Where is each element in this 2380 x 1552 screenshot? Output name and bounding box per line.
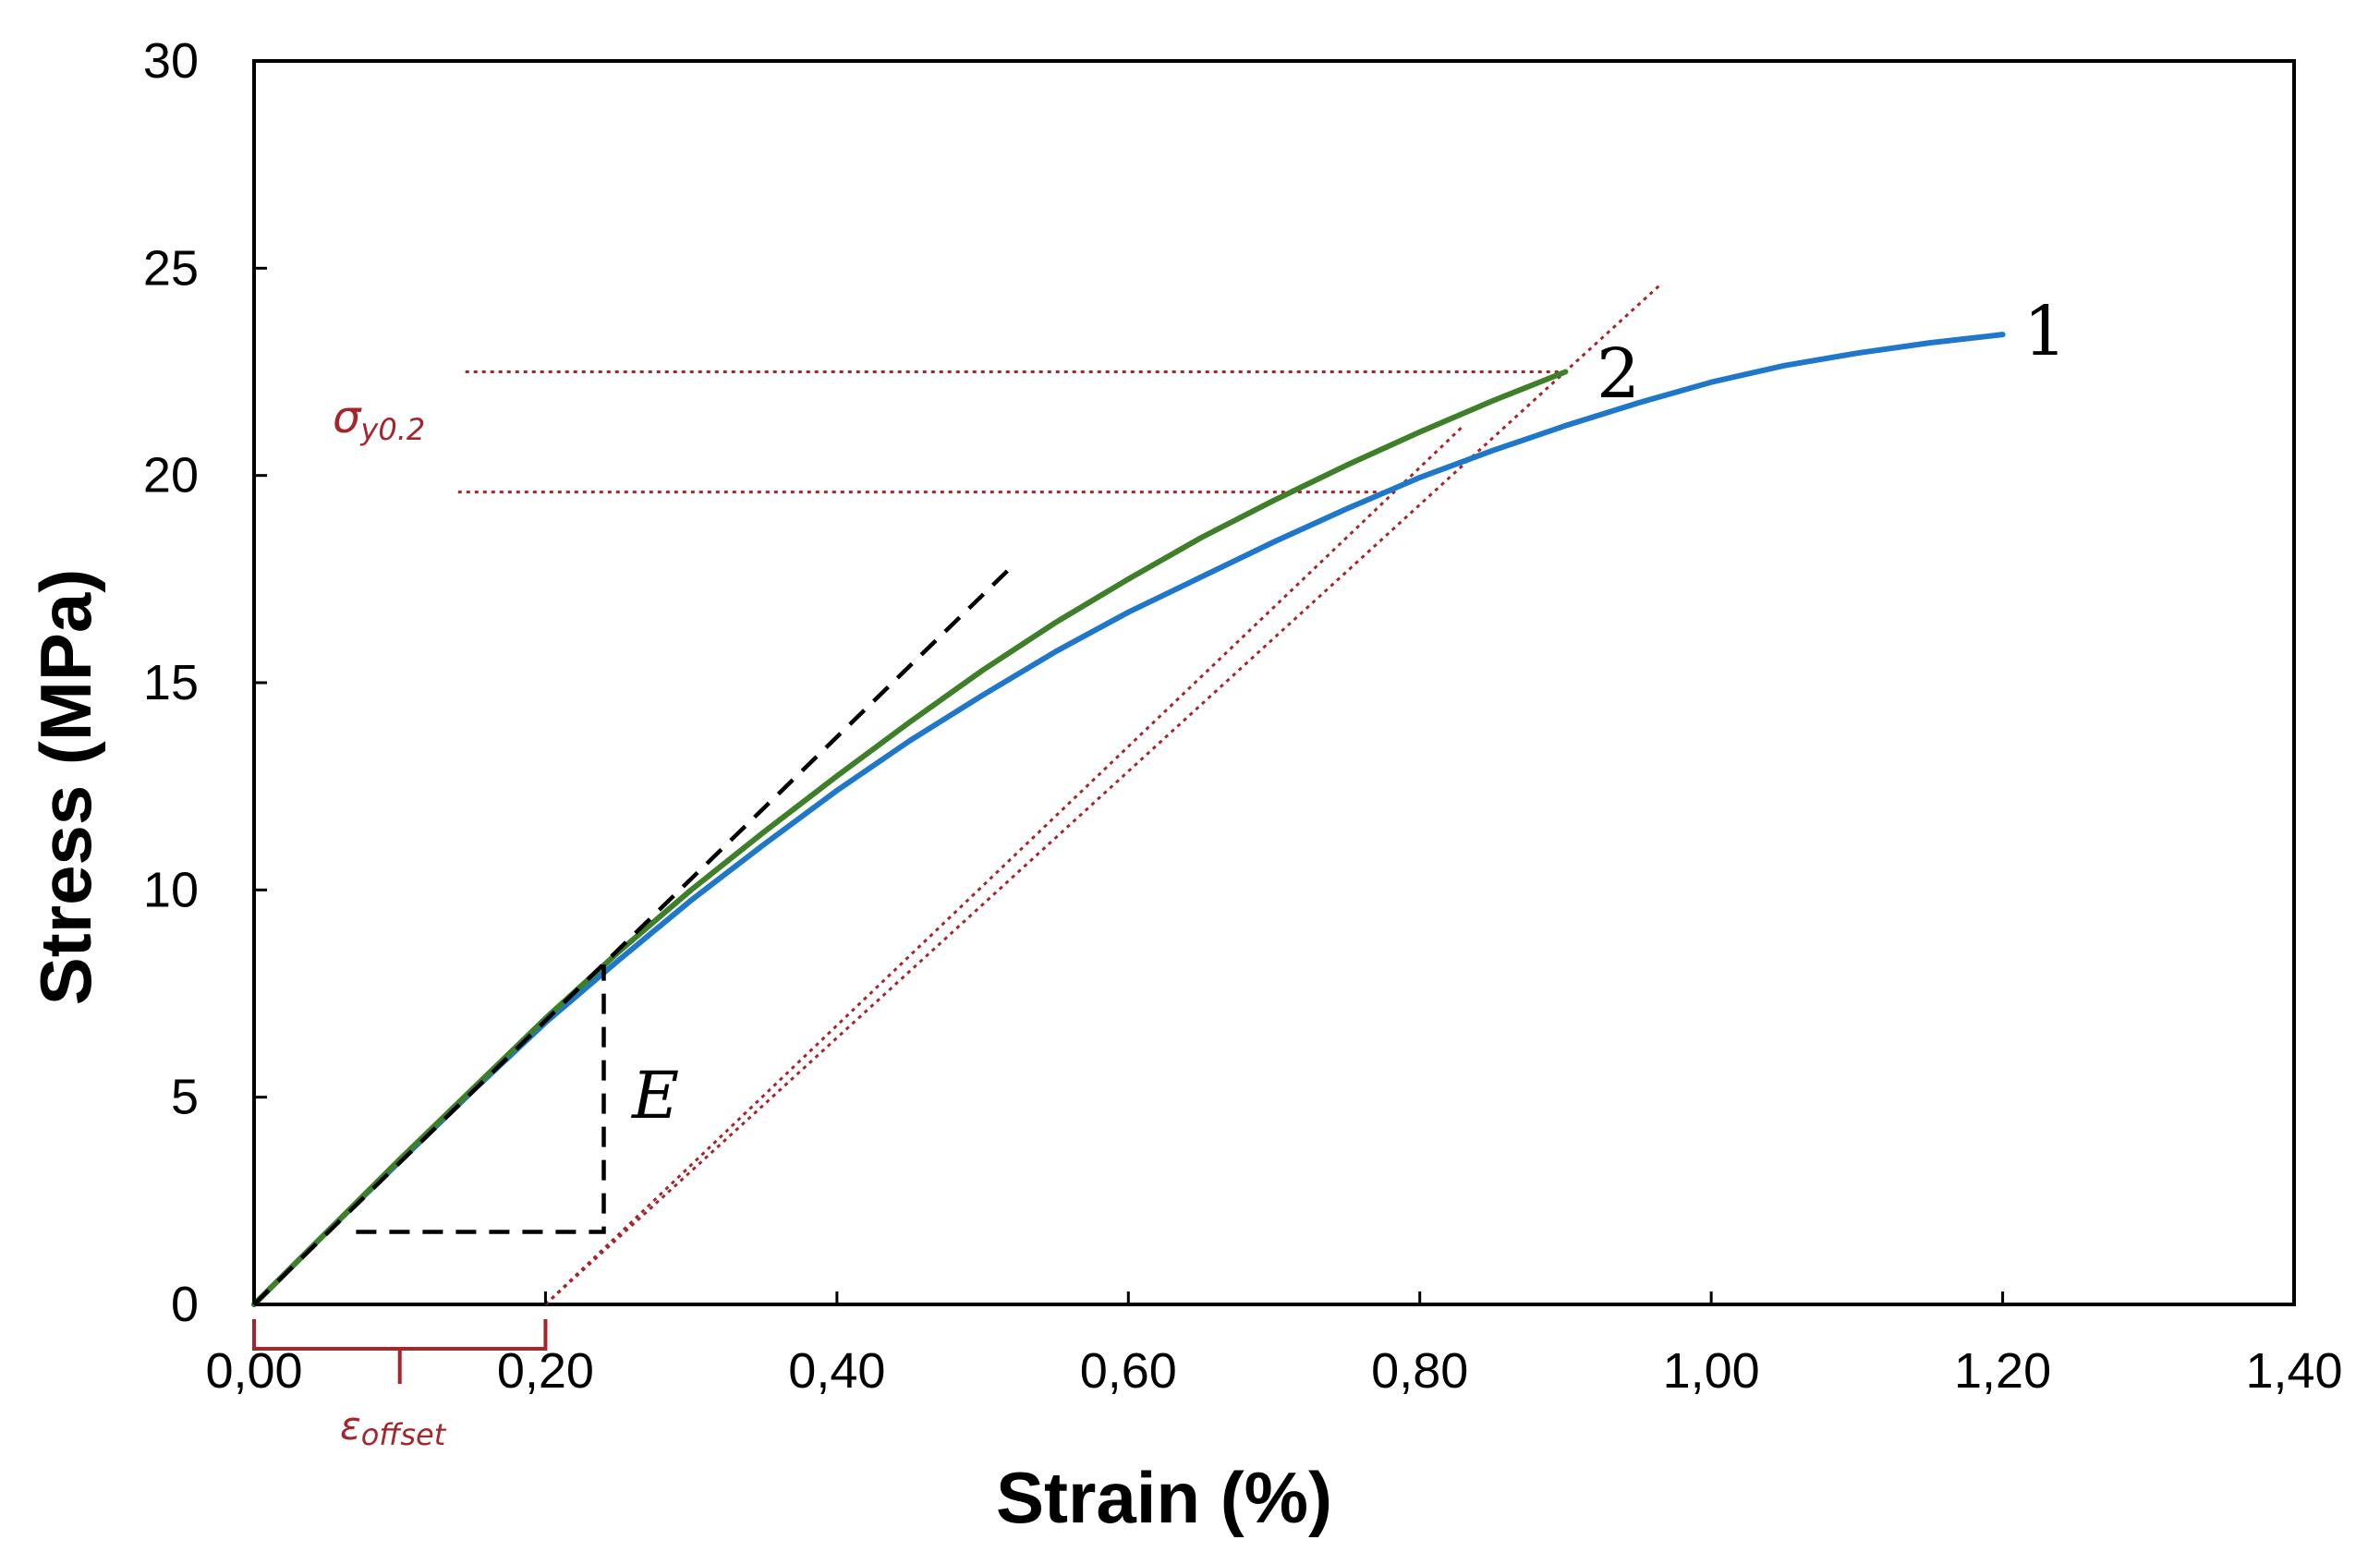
- y-axis-title: Stress (MPa): [25, 569, 106, 1006]
- y-tick-label: 25: [143, 240, 199, 296]
- offset-epsilon-symbol: ε: [340, 1403, 361, 1449]
- modulus-triangle: [356, 964, 606, 1234]
- x-tick-label: 0,80: [1371, 1343, 1468, 1399]
- series-line-2: [251, 369, 1569, 1307]
- offset-line-b: [544, 424, 1465, 1306]
- elastic-slope-line: [252, 564, 1014, 1306]
- x-tick-label: 0,60: [1080, 1343, 1177, 1399]
- modulus-label: E: [630, 1058, 679, 1134]
- series-layer: [251, 332, 2006, 1307]
- y-tick-label: 0: [171, 1277, 199, 1332]
- offset-epsilon-subscript: offset: [361, 1417, 447, 1452]
- offset-line-a: [544, 284, 1661, 1306]
- x-tick-label: 0,00: [205, 1343, 302, 1399]
- series-line-1: [251, 332, 2006, 1307]
- yield-sigma-subscript: y0.2: [359, 412, 425, 447]
- yield-strength-label: σy0.2: [333, 392, 425, 447]
- y-tick-label: 20: [143, 448, 199, 503]
- x-axis-title: Strain (%): [996, 1457, 1332, 1538]
- y-tick-label: 30: [143, 33, 199, 89]
- x-tick-label: 0,20: [497, 1343, 594, 1399]
- curve-label-1: 1: [2023, 292, 2067, 371]
- tick-layer: 0,00 0,20 0,40 0,60 0,80 1,00 1,20 1,40 0 5 10 15 20…: [143, 33, 2343, 1399]
- offset-bracket: [252, 1319, 548, 1384]
- curve-label-2: 2: [1597, 334, 1640, 414]
- x-tick-label: 1,20: [1954, 1343, 2051, 1399]
- x-tick-label: 1,40: [2245, 1343, 2342, 1399]
- y-tick-label: 15: [143, 655, 199, 710]
- y-tick-label: 5: [171, 1070, 199, 1125]
- annotation-layer: [252, 284, 1661, 1384]
- offset-strain-label: εoffset: [340, 1403, 447, 1452]
- x-tick-label: 0,40: [788, 1343, 885, 1399]
- yield-sigma-symbol: σ: [333, 392, 362, 443]
- x-tick-label: 1,00: [1663, 1343, 1760, 1399]
- y-tick-label: 10: [143, 862, 199, 917]
- plot-area-frame: [252, 59, 2296, 1306]
